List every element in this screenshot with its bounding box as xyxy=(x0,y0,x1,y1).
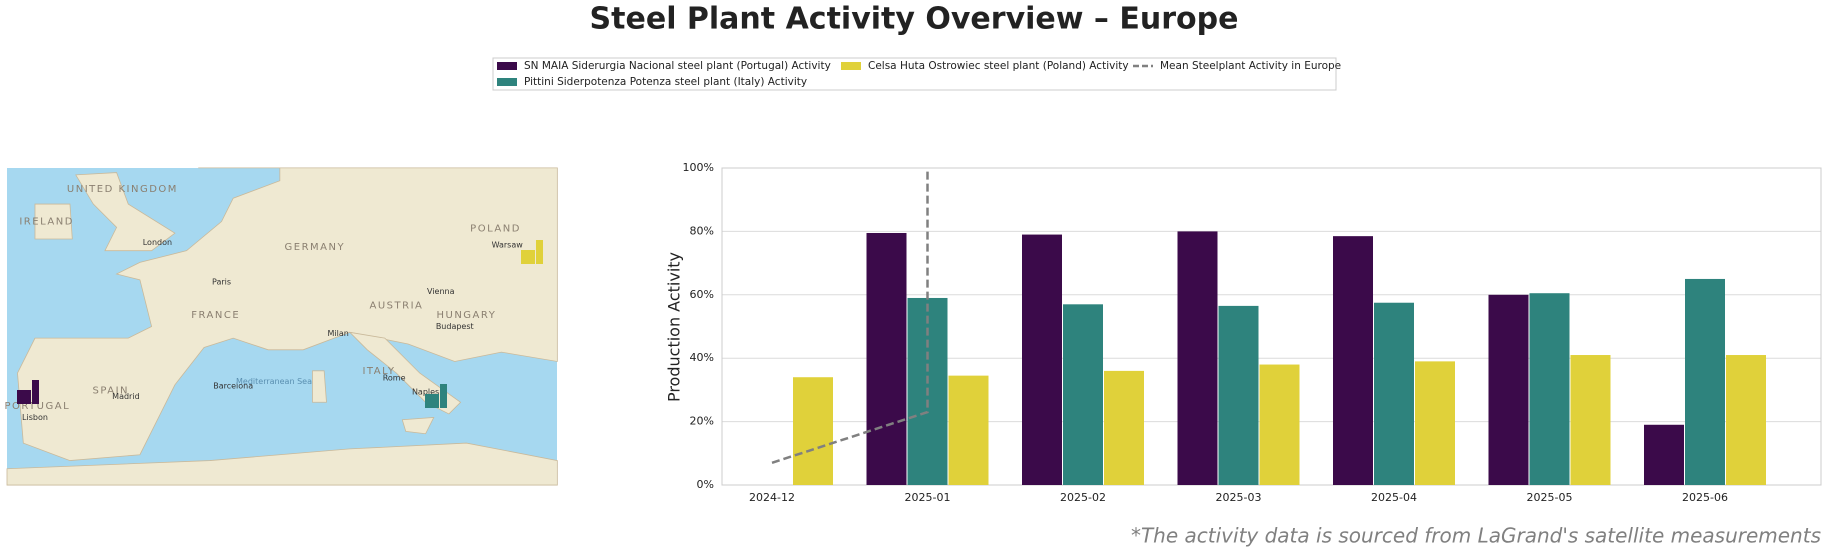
bar xyxy=(1529,293,1570,485)
factory-icon xyxy=(440,384,447,408)
map-label: GERMANY xyxy=(285,242,346,253)
map-land xyxy=(401,416,435,435)
legend-label: Celsa Huta Ostrowiec steel plant (Poland… xyxy=(868,60,1129,72)
legend-swatch xyxy=(497,62,517,70)
factory-icon xyxy=(536,240,543,264)
bar xyxy=(1218,305,1259,485)
bar xyxy=(1488,294,1529,485)
map-label: Vienna xyxy=(427,287,455,296)
map-label: Mediterranean Sea xyxy=(236,377,312,386)
y-tick-label: 0% xyxy=(697,478,714,491)
x-tick-label: 2025-03 xyxy=(1216,491,1262,504)
factory-icon xyxy=(17,390,31,404)
map-land xyxy=(312,370,327,403)
footnote: *The activity data is sourced from LaGra… xyxy=(1131,524,1821,548)
bar xyxy=(1644,424,1684,485)
title: Steel Plant Activity Overview – Europe xyxy=(590,2,1239,37)
map-label: UNITED KINGDOM xyxy=(67,184,178,195)
bar xyxy=(1259,364,1300,485)
bar xyxy=(948,375,989,485)
map-land xyxy=(348,331,462,415)
map-label: SPAIN xyxy=(93,386,130,397)
y-axis-label: Production Activity xyxy=(665,252,684,402)
map-label: Rome xyxy=(383,373,406,382)
map-label: POLAND xyxy=(470,224,521,235)
map-label: Paris xyxy=(212,278,231,287)
x-tick-label: 2025-06 xyxy=(1682,491,1728,504)
factory-icon xyxy=(521,250,535,264)
map-label: FRANCE xyxy=(191,310,240,321)
bar xyxy=(1685,278,1725,485)
y-tick-label: 40% xyxy=(690,351,714,364)
bar xyxy=(866,232,907,485)
y-tick-label: 80% xyxy=(690,224,714,237)
map-label: ITALY xyxy=(362,366,395,377)
map-label: Madrid xyxy=(112,392,139,401)
legend-swatch xyxy=(497,78,517,86)
map-label: Barcelona xyxy=(213,381,253,390)
bar xyxy=(1415,361,1455,485)
factory-icon xyxy=(425,394,439,408)
bar xyxy=(1104,370,1144,485)
map-land xyxy=(34,203,73,240)
map-label: Budapest xyxy=(436,322,474,331)
map-label: Milan xyxy=(327,329,348,338)
mean-line xyxy=(771,168,929,464)
x-tick-label: 2025-05 xyxy=(1527,491,1573,504)
legend-label: Pittini Siderpotenza Potenza steel plant… xyxy=(524,76,807,88)
map-label: AUSTRIA xyxy=(370,300,424,311)
legend-label: Mean Steelplant Activity in Europe xyxy=(1160,60,1341,72)
map-label: Naples xyxy=(412,387,439,396)
legend-box xyxy=(492,57,1337,91)
map-label: Warsaw xyxy=(492,240,524,249)
map-label: PORTUGAL xyxy=(4,401,70,412)
bar xyxy=(1177,231,1218,485)
x-tick-label: 2024-12 xyxy=(749,491,795,504)
y-tick-label: 20% xyxy=(690,415,714,428)
bar xyxy=(1022,234,1062,485)
map-land xyxy=(75,172,176,252)
y-tick-label: 100% xyxy=(683,161,714,174)
x-tick-label: 2025-01 xyxy=(905,491,951,504)
bar xyxy=(793,377,833,485)
map-label: HUNGARY xyxy=(436,310,496,321)
bar xyxy=(1374,302,1414,485)
factory-icon xyxy=(32,380,39,404)
legend-label: SN MAIA Siderurgia Nacional steel plant … xyxy=(524,60,831,72)
x-tick-label: 2025-04 xyxy=(1371,491,1417,504)
bar xyxy=(1726,355,1766,485)
map-land xyxy=(17,167,558,461)
map-label: IRELAND xyxy=(19,217,74,228)
x-tick-label: 2025-02 xyxy=(1060,491,1106,504)
bar xyxy=(1063,304,1103,485)
bar xyxy=(1570,355,1611,485)
map-label: London xyxy=(143,238,172,247)
map-label: Lisbon xyxy=(22,413,48,422)
map-land xyxy=(6,442,558,486)
legend-swatch xyxy=(841,62,861,70)
y-tick-label: 60% xyxy=(690,288,714,301)
bar xyxy=(1333,236,1373,485)
